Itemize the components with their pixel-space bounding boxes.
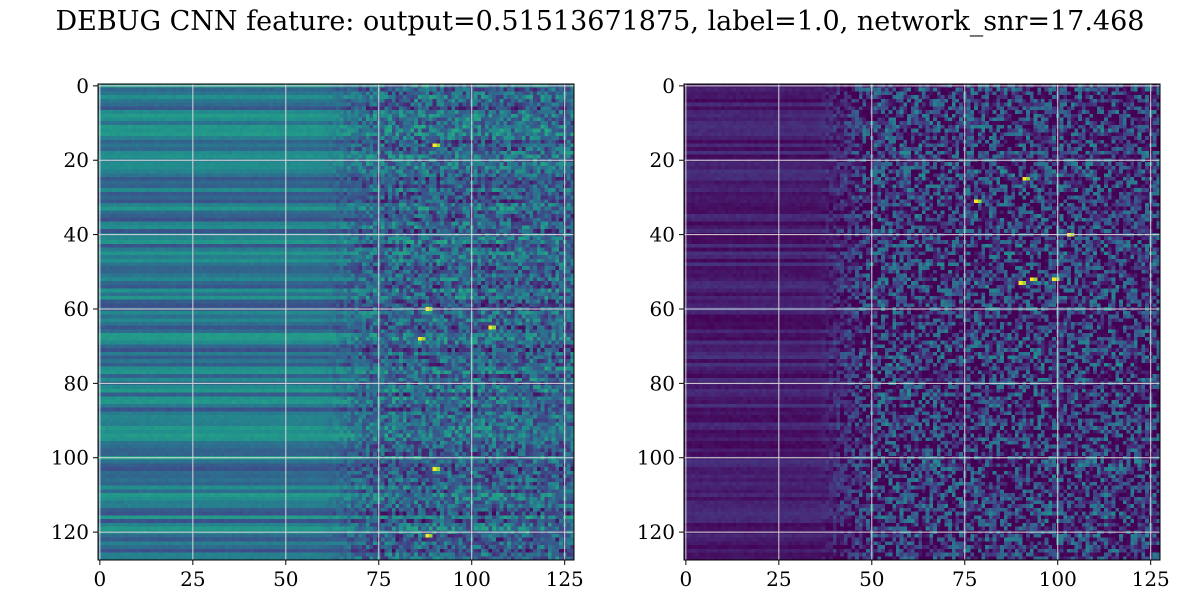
- y-tick-label: 100: [637, 446, 675, 470]
- y-tick-label: 80: [650, 371, 675, 395]
- y-tick-label: 80: [64, 371, 89, 395]
- y-tick-label: 0: [76, 74, 89, 98]
- heatmap-panel-right: 0 25 50 75 100 125 0 20 40 60 80 100 120: [637, 74, 1170, 591]
- heatmap-image: [684, 84, 1160, 560]
- x-tick-label: 125: [1132, 567, 1170, 591]
- x-tick-label: 50: [859, 567, 884, 591]
- heatmap-panel-left: 0 25 50 75 100 125 0 20 40 60 80 100 120: [51, 74, 584, 591]
- y-tick-label: 40: [64, 223, 89, 247]
- x-tick-label: 25: [180, 567, 205, 591]
- axes-frame: [683, 83, 1161, 561]
- heatmap-image: [98, 84, 574, 560]
- y-tick-label: 120: [637, 520, 675, 544]
- x-tick-label: 75: [366, 567, 391, 591]
- x-tick-label: 100: [1039, 567, 1077, 591]
- y-tick-label: 120: [51, 520, 89, 544]
- y-tick-label: 60: [650, 297, 675, 321]
- figure-title: DEBUG CNN feature: output=0.51513671875,…: [55, 6, 1145, 37]
- y-tick-label: 20: [650, 148, 675, 172]
- axes-frame: [97, 83, 575, 561]
- y-tick-label: 100: [51, 446, 89, 470]
- x-tick-label: 0: [679, 567, 692, 591]
- x-tick-label: 125: [546, 567, 584, 591]
- x-tick-label: 50: [273, 567, 298, 591]
- y-tick-label: 0: [662, 74, 675, 98]
- x-tick-label: 100: [453, 567, 491, 591]
- y-tick-label: 20: [64, 148, 89, 172]
- y-tick-label: 40: [650, 223, 675, 247]
- x-tick-label: 75: [952, 567, 977, 591]
- x-tick-label: 0: [93, 567, 106, 591]
- y-tick-label: 60: [64, 297, 89, 321]
- x-tick-label: 25: [766, 567, 791, 591]
